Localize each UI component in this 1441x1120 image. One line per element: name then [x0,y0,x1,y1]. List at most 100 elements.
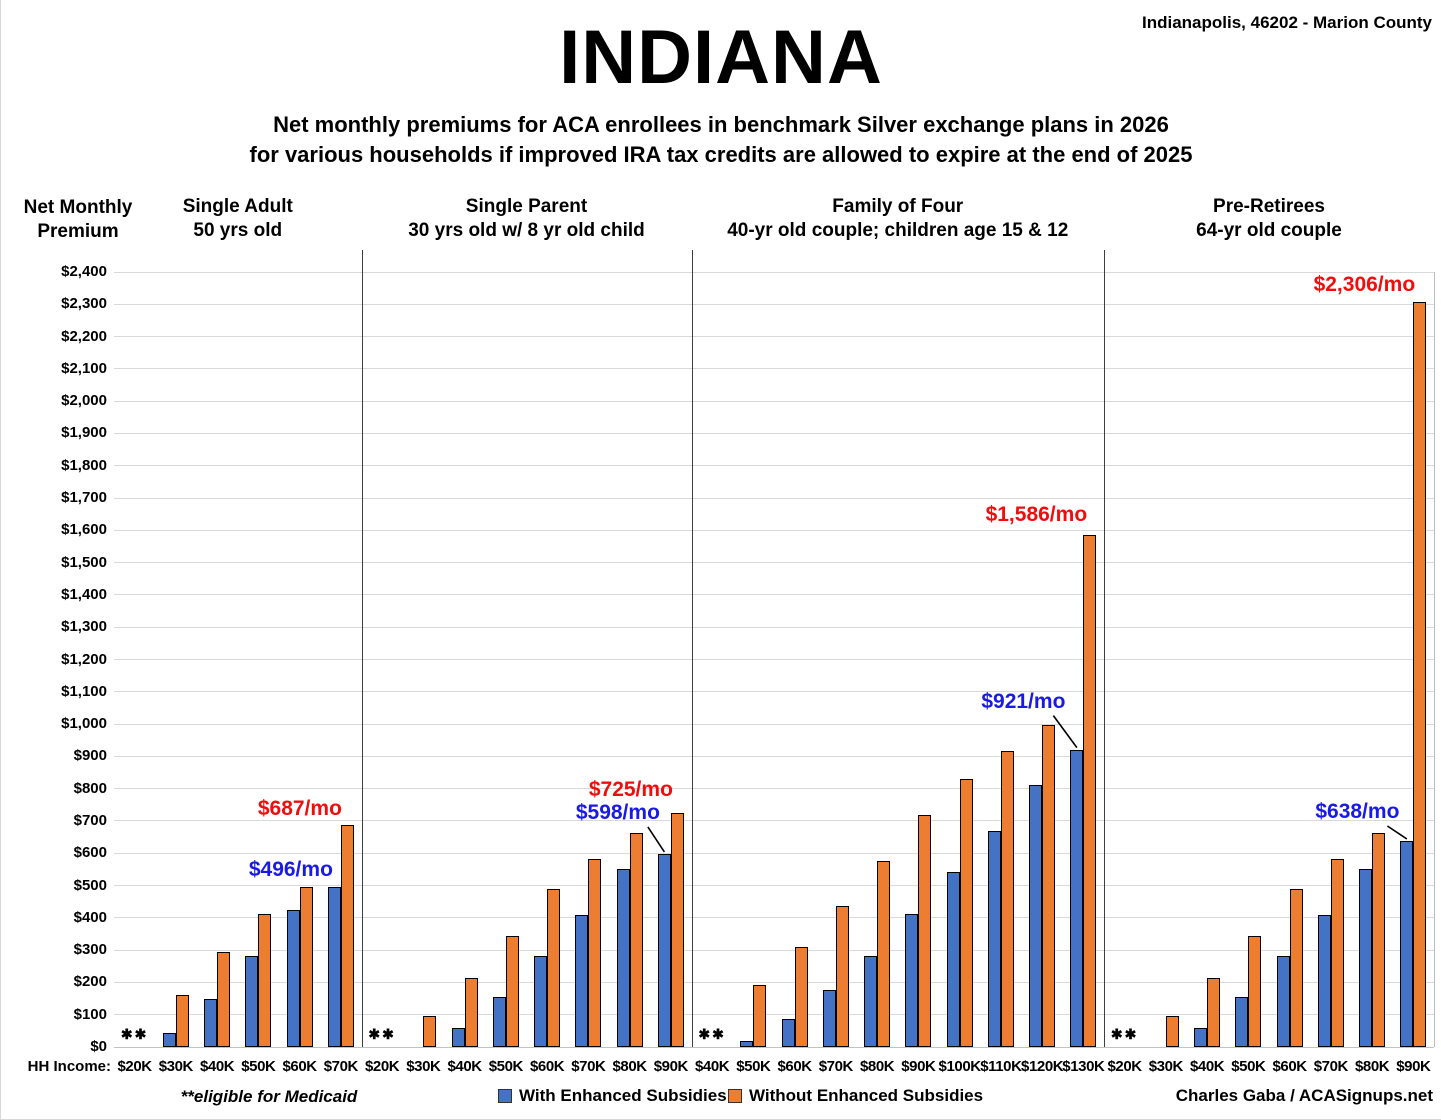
panel-title: Family of Four 40-yr old couple; children… [727,196,1069,241]
legend-label: Without Enhanced Subsidies [749,1086,984,1105]
x-tick-label: $70K [1313,1058,1349,1075]
y-tick-label: $2,000 [61,392,107,410]
x-tick-label: $30K [406,1058,441,1075]
subtitle-line1: Net monthly premiums for ACA enrollees i… [273,112,1169,137]
x-tick-label: $80K [859,1058,895,1075]
x-tick-label: $20K [117,1058,152,1075]
bar-without-subsidies [670,812,684,1047]
gridline [114,723,1434,725]
bar-without-subsidies [877,861,891,1047]
panel-separator [691,250,693,1047]
gridline [114,368,1434,370]
bar-with-subsidies [1276,956,1290,1047]
bar-with-subsidies [616,869,630,1047]
x-tick-label: $60K [1272,1058,1307,1075]
gridline [114,1046,1434,1048]
bar-with-subsidies [1400,840,1414,1047]
bar-with-subsidies [1070,749,1084,1047]
bar-with-subsidies [1235,997,1249,1047]
value-label: $598/mo [575,800,660,824]
y-tick-label: $1,100 [61,682,107,700]
legend-swatch-without-subsidies [728,1089,742,1103]
y-tick-label: $900 [73,747,107,765]
bar-without-subsidies [588,859,602,1047]
x-tick-label: $60K [529,1058,565,1075]
x-tick-label: $70K [571,1058,606,1075]
x-tick-label: $70K [818,1058,854,1075]
gridline [114,885,1434,887]
bar-with-subsidies [162,1032,176,1047]
x-tick-label: $120K [1021,1058,1064,1075]
gridline [114,626,1434,628]
bar-without-subsidies [1083,534,1097,1047]
x-axis-label: HH Income: [27,1058,111,1075]
bar-with-subsidies [822,990,836,1047]
gridline [114,336,1434,338]
plot-right-edge [1434,272,1435,1047]
medicaid-marker: ✱✱ [1110,1026,1139,1042]
bar-without-subsidies [835,905,849,1047]
x-tick-label: $90K [901,1058,936,1075]
subtitle-line2: for various households if improved IRA t… [249,142,1193,167]
bar-without-subsidies [175,995,189,1047]
bar-without-subsidies [1289,889,1303,1047]
bar-with-subsidies [492,997,506,1047]
y-tick-label: $1,700 [61,489,107,507]
x-tick-label: $80K [612,1058,647,1075]
value-label: $638/mo [1315,799,1400,823]
bar-without-subsidies [753,984,767,1047]
gridline [114,691,1434,693]
y-tick-label: $2,100 [61,359,107,377]
value-label: $921/mo [981,689,1066,713]
gridline [114,981,1434,983]
y-tick-label: $1,000 [61,715,107,733]
y-tick-label: $1,300 [61,618,107,636]
gridline [114,497,1434,499]
bar-with-subsidies [905,913,919,1047]
gridline [114,755,1434,757]
y-tick-label: $1,900 [61,424,107,442]
x-tick-label: $50K [488,1058,524,1075]
bar-without-subsidies [547,889,561,1047]
y-tick-label: $2,200 [61,327,107,345]
x-tick-label: $60K [282,1058,317,1075]
bar-without-subsidies [217,951,231,1047]
y-tick-label: $200 [73,973,107,991]
y-tick-label: $800 [73,779,107,797]
subtitle: Net monthly premiums for ACA enrollees i… [1,110,1441,170]
bar-without-subsidies [1000,750,1014,1047]
attribution: Charles Gaba / ACASignups.net [1175,1086,1433,1105]
x-tick-label: $20K [364,1058,400,1075]
bar-without-subsidies [340,825,354,1047]
x-tick-label: $50K [1231,1058,1266,1075]
x-tick-label: $40K [199,1058,235,1075]
y-tick-label: $1,400 [61,585,107,603]
bar-without-subsidies [1207,978,1221,1047]
legend-item-with-subsidies: With Enhanced Subsidies [498,1086,727,1106]
bar-with-subsidies [204,998,218,1047]
bar-with-subsidies [327,886,341,1047]
x-tick-label: $90K [1396,1058,1431,1075]
gridline [114,529,1434,531]
y-tick-label: $2,400 [61,263,107,280]
value-label: $496/mo [248,857,333,881]
bar-without-subsidies [423,1016,437,1047]
panel-separator [1104,250,1105,1047]
bar-with-subsidies [781,1019,795,1047]
x-tick-label: $40K [1189,1058,1225,1075]
y-tick-label: $600 [73,844,107,862]
gridline [114,820,1434,822]
x-tick-label: $40K [694,1058,730,1075]
bar-with-subsidies [740,1040,754,1047]
bar-with-subsidies [987,830,1001,1047]
legend-label: With Enhanced Subsidies [519,1086,727,1105]
bar-without-subsidies [464,978,478,1047]
bar-with-subsidies [575,914,589,1047]
panel-title: Single Parent 30 yrs old w/ 8 yr old chil… [408,196,645,241]
gridline [114,562,1434,564]
panel-title: Single Adult 50 yrs old [182,196,293,241]
medicaid-marker: ✱✱ [698,1026,726,1042]
legend-item-without-subsidies: Without Enhanced Subsidies [728,1086,983,1106]
bar-without-subsidies [505,935,519,1047]
panel-separator [361,250,363,1047]
